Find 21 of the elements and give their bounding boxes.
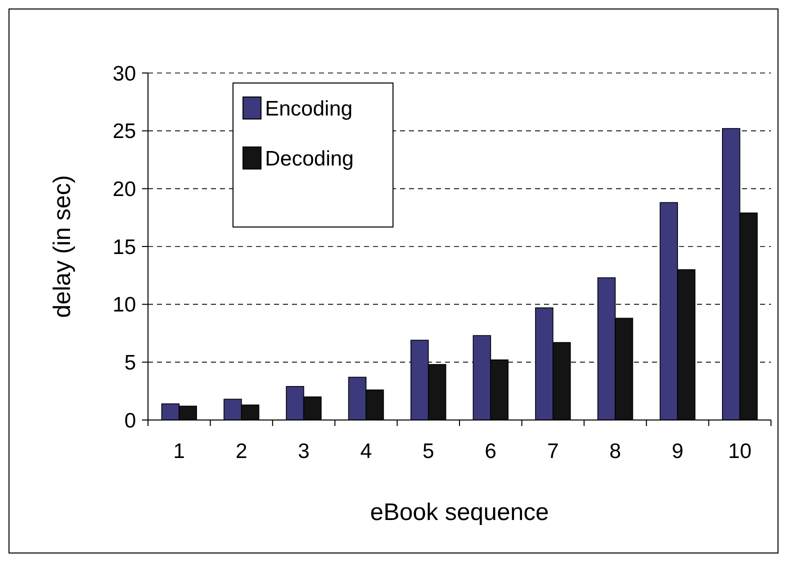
x-axis-title: eBook sequence — [370, 499, 549, 526]
x-tick-label: 4 — [360, 440, 372, 463]
x-tick-label: 2 — [236, 440, 248, 463]
y-tick-label: 5 — [124, 352, 136, 375]
legend-label: Decoding — [265, 147, 354, 170]
y-tick-label: 10 — [112, 294, 136, 317]
y-axis-title: delay (in sec) — [49, 175, 76, 318]
x-tick-label: 10 — [728, 440, 752, 463]
x-tick-label: 3 — [298, 440, 310, 463]
x-tick-label: 7 — [547, 440, 559, 463]
x-tick-label: 1 — [173, 440, 185, 463]
x-tick-label: 9 — [672, 440, 684, 463]
y-tick-label: 20 — [112, 178, 136, 202]
legend-label: Encoding — [265, 97, 353, 120]
x-tick-label: 8 — [609, 440, 622, 463]
y-tick-label: 0 — [124, 409, 136, 432]
x-tick-label: 5 — [422, 440, 434, 463]
y-tick-label: 30 — [112, 62, 136, 86]
y-tick-label: 15 — [112, 236, 136, 259]
y-tick-label: 25 — [112, 120, 136, 144]
x-tick-label: 6 — [484, 440, 496, 463]
